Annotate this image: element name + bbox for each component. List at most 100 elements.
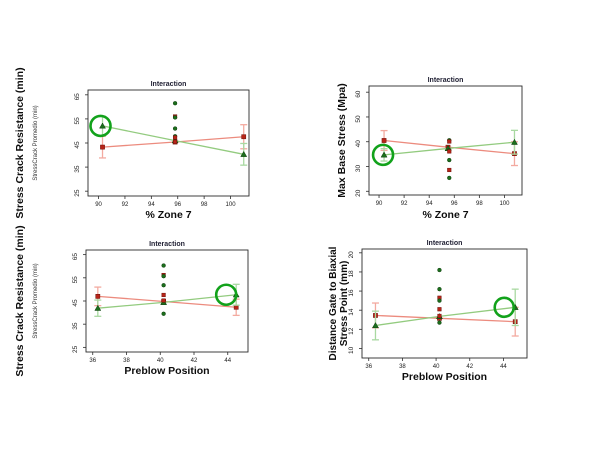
x-tick-label: 36 bbox=[89, 358, 96, 364]
scatter-point-red bbox=[173, 139, 178, 144]
y-tick-label: 20 bbox=[348, 251, 355, 259]
x-tick-label: 100 bbox=[499, 201, 510, 207]
y-tick-label: 55 bbox=[74, 117, 81, 125]
scatter-point-green bbox=[447, 157, 452, 163]
y-axis-subtitle: StressCrack Promedio (min) bbox=[33, 105, 39, 180]
highlight-circle-annotation bbox=[89, 114, 112, 138]
scatter-point-red bbox=[437, 313, 442, 318]
scatter-point-green bbox=[172, 115, 178, 120]
y-tick-label: 45 bbox=[72, 299, 79, 307]
x-tick-label: 90 bbox=[376, 201, 383, 207]
y-axis-title-line: Stress Point (mm) bbox=[339, 261, 350, 347]
highlight-circle-annotation bbox=[214, 283, 238, 307]
y-tick-label: 16 bbox=[348, 289, 355, 297]
y-tick-label: 35 bbox=[74, 165, 81, 173]
y-axis-title-line: Distance Gate to Biaxial bbox=[328, 246, 339, 360]
y-tick-label: 50 bbox=[355, 115, 362, 123]
chart-title: Interaction bbox=[151, 81, 187, 88]
y-axis-title: Stress Crack Resistance (min) bbox=[14, 225, 26, 376]
chart-bottom-left: Interaction 36 38 40 42 44 25 35 45 55 65 Preblow P… bbox=[14, 225, 249, 377]
red-square-marker bbox=[241, 134, 247, 140]
y-tick-label: 45 bbox=[74, 141, 81, 149]
x-axis-title: Preblow Position bbox=[402, 371, 487, 383]
x-axis-title: % Zone 7 bbox=[145, 209, 191, 221]
x-tick-label: 98 bbox=[201, 202, 208, 208]
scatter-point-green bbox=[172, 126, 178, 131]
y-tick-label: 55 bbox=[72, 276, 79, 284]
y-tick-label: 10 bbox=[348, 346, 355, 354]
green-triangle-marker bbox=[99, 122, 106, 129]
x-tick-label: 100 bbox=[226, 202, 237, 208]
x-tick-label: 40 bbox=[157, 358, 164, 364]
scatter-point-red bbox=[447, 167, 452, 173]
y-tick-label: 60 bbox=[355, 90, 362, 98]
scatter-point-green bbox=[447, 175, 452, 181]
plot-frame bbox=[361, 248, 528, 359]
x-tick-label: 36 bbox=[365, 364, 372, 370]
y-tick-label: 40 bbox=[355, 140, 362, 148]
x-tick-label: 42 bbox=[466, 364, 473, 370]
x-tick-label: 38 bbox=[123, 358, 130, 364]
x-tick-label: 96 bbox=[451, 201, 458, 207]
chart-top-left: Interaction 90 92 94 96 98 100 25 35 45 55 65 % Zone… bbox=[14, 67, 250, 221]
y-tick-label: 20 bbox=[355, 189, 362, 197]
x-tick-label: 42 bbox=[191, 358, 198, 364]
scatter-point-red bbox=[447, 139, 452, 144]
scatter-point-green bbox=[161, 274, 166, 279]
x-tick-label: 44 bbox=[500, 364, 507, 370]
x-tick-label: 96 bbox=[174, 202, 181, 208]
y-tick-label: 12 bbox=[348, 327, 355, 335]
red-square-marker bbox=[381, 138, 387, 143]
chart-bottom-right: Interaction 36 38 40 42 44 10 12 14 16 18 20 Preblow… bbox=[328, 240, 528, 383]
x-tick-label: 94 bbox=[148, 202, 155, 208]
green-triangle-marker bbox=[380, 151, 388, 158]
scatter-point-red bbox=[161, 292, 166, 298]
x-axis-title: Preblow Position bbox=[124, 365, 209, 377]
x-tick-label: 40 bbox=[433, 364, 440, 370]
y-axis-title: Stress Crack Resistance (min) bbox=[14, 67, 26, 218]
x-tick-label: 90 bbox=[95, 202, 102, 208]
y-tick-label: 65 bbox=[74, 93, 81, 101]
y-tick-label: 35 bbox=[72, 322, 79, 330]
highlight-circle-annotation bbox=[493, 296, 516, 319]
green-triangle-marker bbox=[511, 138, 518, 145]
scatter-point-green bbox=[161, 311, 166, 316]
y-tick-label: 25 bbox=[72, 345, 79, 353]
y-axis-subtitle: StressCrack Promedio (min) bbox=[33, 263, 39, 338]
y-tick-label: 18 bbox=[348, 270, 355, 278]
x-tick-label: 38 bbox=[399, 364, 406, 370]
highlight-circle-annotation bbox=[371, 143, 395, 167]
plot-frame bbox=[368, 85, 523, 196]
chart-title: Interaction bbox=[428, 77, 464, 84]
scatter-point-green bbox=[437, 320, 442, 325]
scatter-point-red bbox=[161, 298, 166, 303]
scatter-point-red bbox=[173, 135, 178, 140]
scatter-point-red bbox=[437, 307, 442, 312]
y-axis-title: Max Base Stress (Mpa) bbox=[336, 83, 348, 197]
scatter-point-green bbox=[161, 263, 166, 268]
plot-frame bbox=[85, 249, 249, 353]
x-tick-label: 98 bbox=[476, 201, 483, 207]
chart-title: Interaction bbox=[427, 240, 463, 247]
x-tick-label: 44 bbox=[224, 358, 231, 364]
y-tick-label: 30 bbox=[355, 165, 362, 173]
x-tick-label: 92 bbox=[401, 201, 408, 207]
scatter-point-green bbox=[437, 287, 442, 292]
chart-top-right: Interaction 90 92 94 96 98 100 20 30 40 50 60 % Zone… bbox=[336, 77, 523, 221]
scatter-point-red bbox=[447, 149, 452, 154]
chart-title: Interaction bbox=[149, 241, 185, 248]
green-triangle-marker bbox=[240, 150, 248, 157]
scatter-point-green bbox=[437, 267, 442, 273]
x-axis-title: % Zone 7 bbox=[422, 209, 468, 221]
y-tick-label: 25 bbox=[74, 189, 81, 197]
scatter-point-green bbox=[172, 101, 178, 106]
scatter-point-green bbox=[161, 283, 166, 288]
y-tick-label: 65 bbox=[72, 253, 79, 261]
y-tick-label: 14 bbox=[348, 308, 355, 316]
red-square-marker bbox=[95, 294, 101, 299]
scatter-point-green bbox=[437, 298, 442, 303]
x-tick-label: 94 bbox=[426, 201, 433, 207]
x-tick-label: 92 bbox=[122, 202, 129, 208]
